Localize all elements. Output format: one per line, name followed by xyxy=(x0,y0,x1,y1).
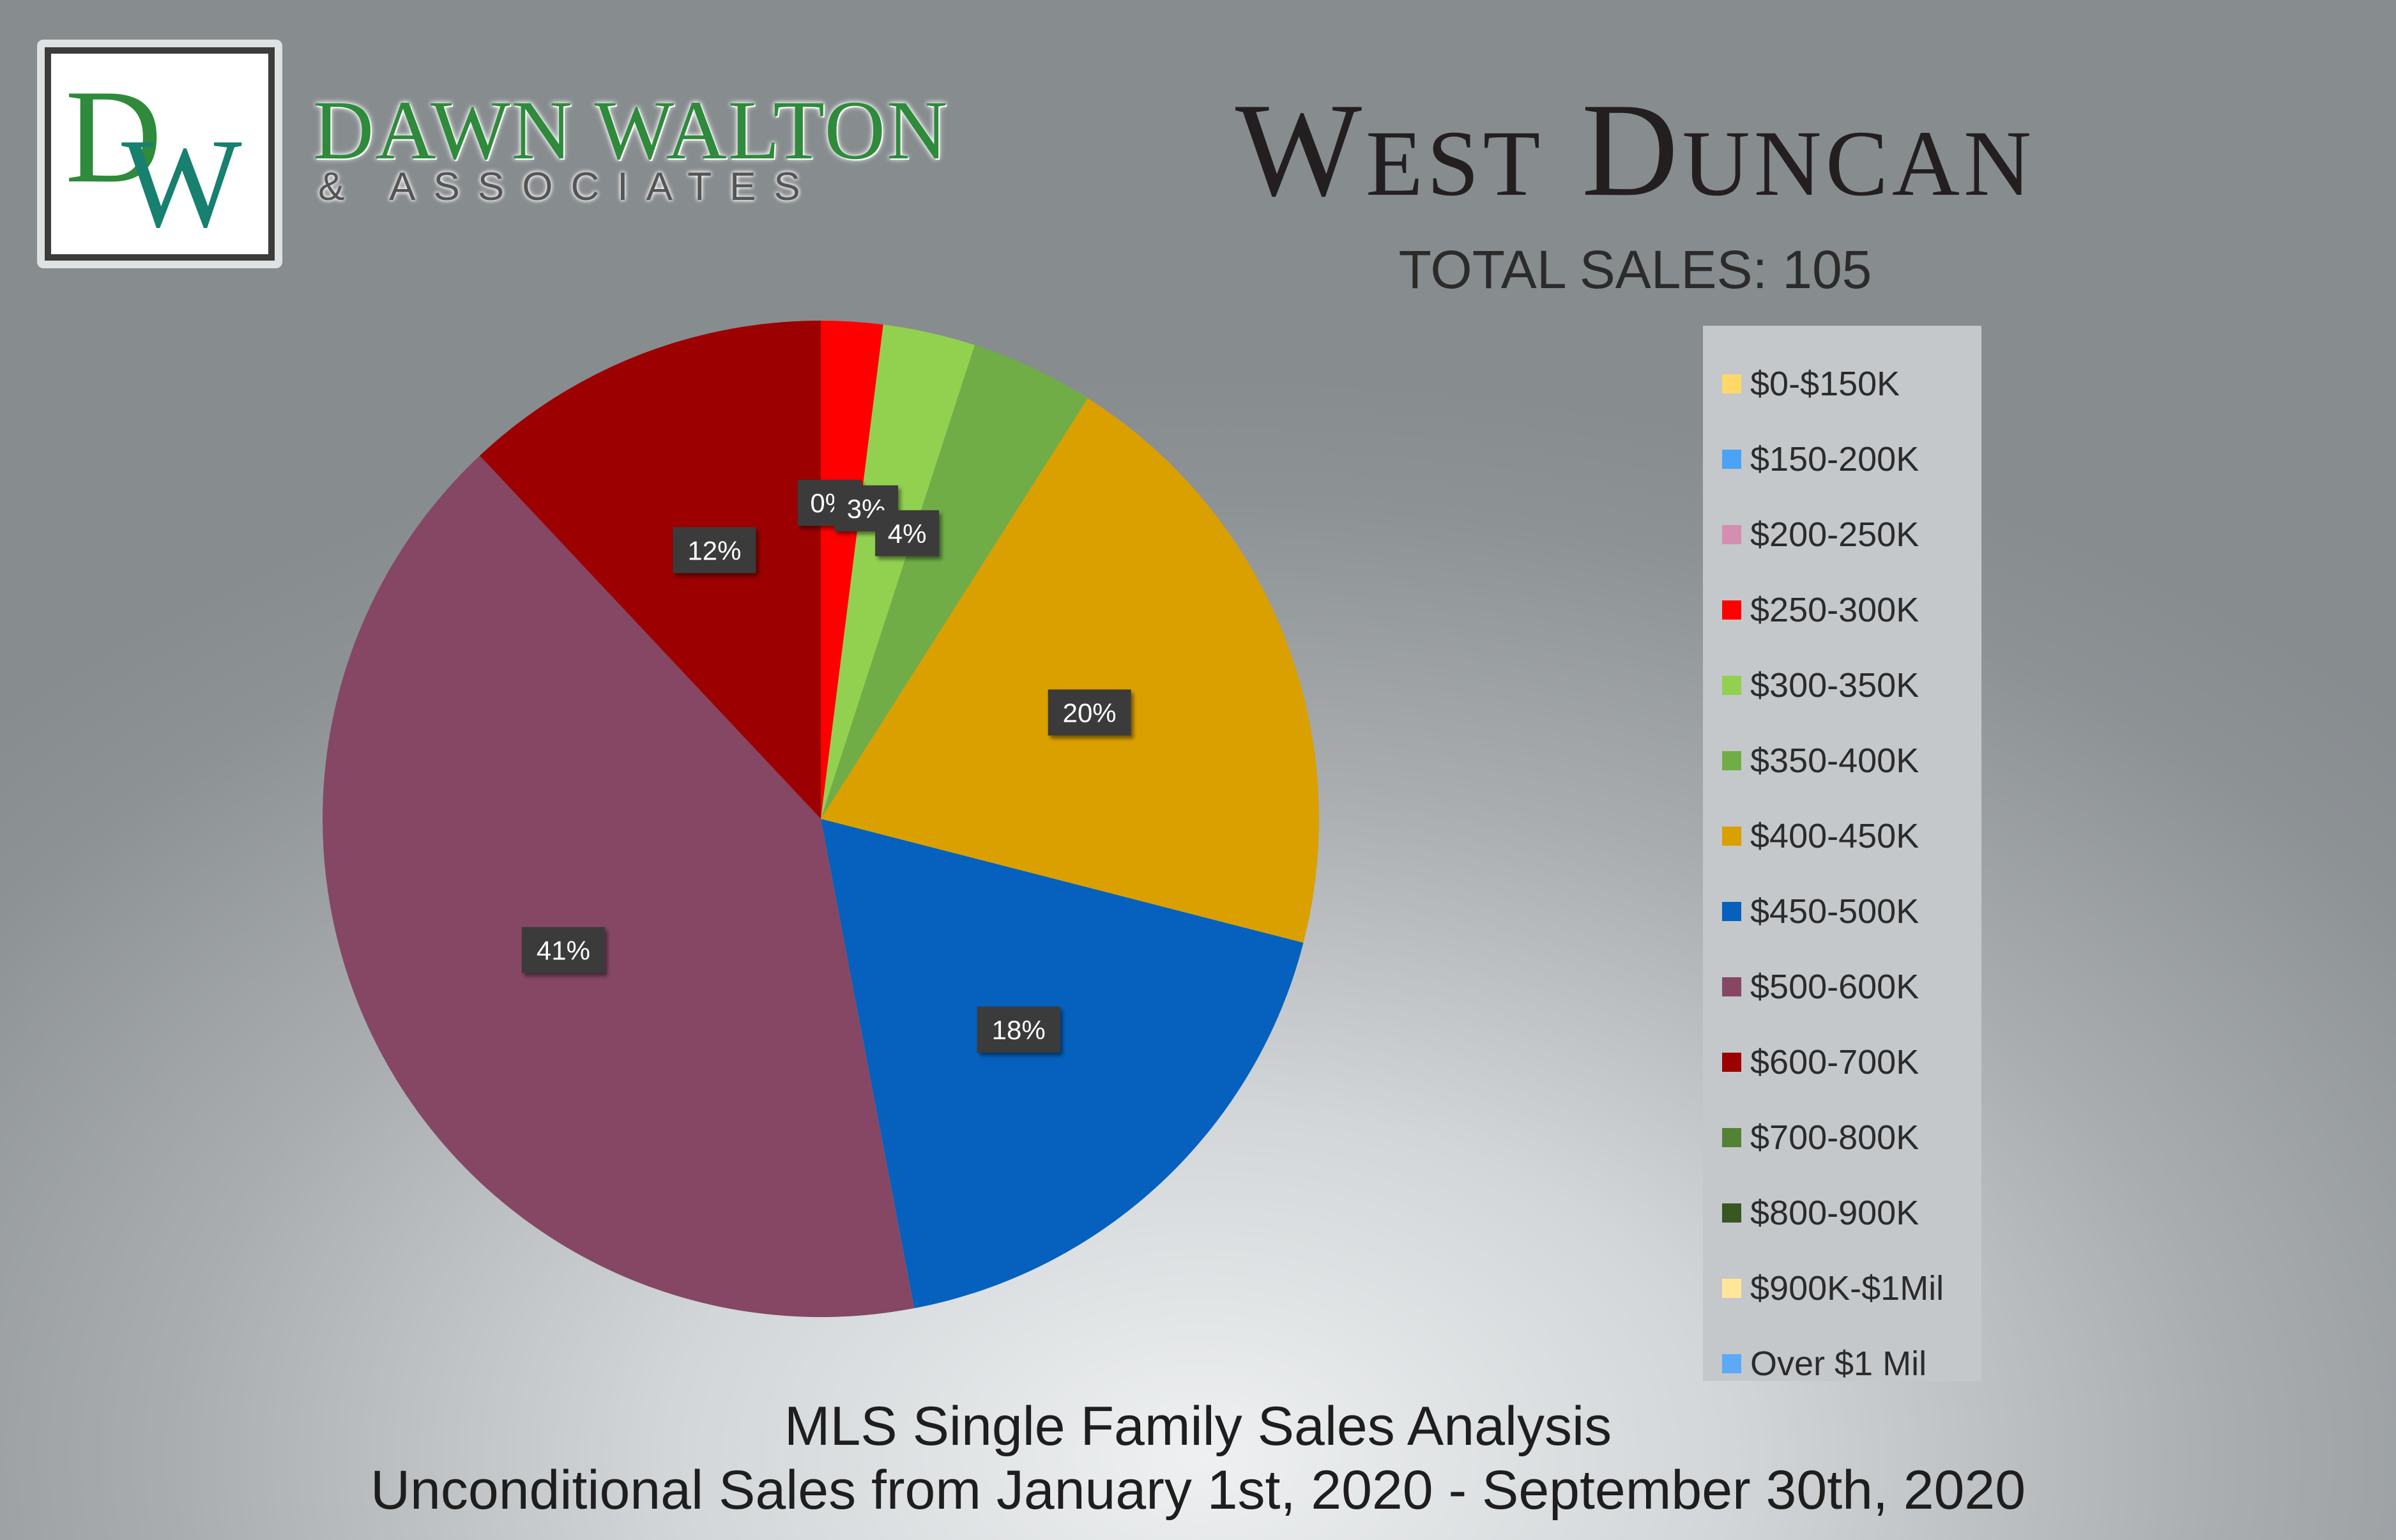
legend-item: $600-700K xyxy=(1703,1025,1981,1100)
pie-slice-350-400k xyxy=(821,345,1088,819)
legend-label: $300-350K xyxy=(1750,666,1919,705)
legend-item: Over $1 Mil xyxy=(1703,1326,1981,1401)
legend-swatch xyxy=(1722,374,1741,393)
legend-swatch xyxy=(1722,676,1741,695)
pie-slice-250-300k xyxy=(821,321,883,819)
legend-swatch xyxy=(1722,1053,1741,1072)
footer-title: MLS Single Family Sales Analysis xyxy=(784,1396,1612,1457)
legend-label: $200-250K xyxy=(1750,515,1919,554)
legend-label: $450-500K xyxy=(1750,892,1919,931)
legend-item: $150-200K xyxy=(1703,422,1981,497)
data-label: 12% xyxy=(673,527,756,574)
footer-date-range: Unconditional Sales from January 1st, 20… xyxy=(370,1460,2026,1521)
logo-monogram: D W xyxy=(45,47,275,261)
pie-chart: 0%3%4%20%18%41%12% xyxy=(322,321,1319,1317)
data-label-text: 18% xyxy=(992,1015,1046,1045)
page-title: West Duncan xyxy=(1235,76,2036,224)
data-label-text: 41% xyxy=(537,935,590,965)
pie-slice-300-350k xyxy=(821,324,975,820)
brand-name: DAWN WALTON xyxy=(313,83,949,177)
legend-item: $300-350K xyxy=(1703,648,1981,723)
legend-item: $0-$150K xyxy=(1703,346,1981,422)
legend-swatch xyxy=(1722,827,1741,846)
legend-label: $800-900K xyxy=(1750,1194,1919,1232)
data-label: 20% xyxy=(1048,689,1131,736)
legend-item: $500-600K xyxy=(1703,949,1981,1025)
svg-text:D: D xyxy=(65,63,162,211)
legend-item: $900K-$1Mil xyxy=(1703,1251,1981,1326)
legend-label: $400-450K xyxy=(1750,817,1919,855)
logo-frame: D W xyxy=(37,40,282,268)
pie-slice-600-700k xyxy=(480,321,821,819)
legend-item: $200-250K xyxy=(1703,497,1981,572)
legend-label: Over $1 Mil xyxy=(1750,1345,1927,1383)
pie-slice-400-450k xyxy=(821,398,1319,943)
legend-item: $350-400K xyxy=(1703,723,1981,798)
dw-monogram-icon: D W xyxy=(65,63,242,254)
data-label-text: 4% xyxy=(888,519,927,549)
data-label-text: 12% xyxy=(687,535,741,565)
legend-swatch xyxy=(1722,1279,1741,1298)
brand-subtitle: & ASSOCIATES xyxy=(318,165,818,209)
legend-swatch xyxy=(1722,1128,1741,1147)
legend-label: $350-400K xyxy=(1750,742,1919,780)
data-label-text: 20% xyxy=(1063,698,1117,728)
legend-label: $500-600K xyxy=(1750,968,1919,1006)
legend-swatch xyxy=(1722,1354,1741,1373)
pie-slice-450-500k xyxy=(821,819,1304,1309)
legend-swatch xyxy=(1722,751,1741,770)
legend-item: $800-900K xyxy=(1703,1175,1981,1251)
data-label: 18% xyxy=(977,1006,1060,1053)
legend-label: $600-700K xyxy=(1750,1043,1919,1081)
legend-label: $0-$150K xyxy=(1750,365,1900,403)
legend-label: $900K-$1Mil xyxy=(1750,1269,1944,1307)
data-label: 41% xyxy=(521,927,605,973)
chart-legend: $0-$150K $150-200K $200-250K $250-300K $300-… xyxy=(1703,326,1981,1381)
legend-swatch xyxy=(1722,1203,1741,1223)
legend-label: $250-300K xyxy=(1750,591,1919,629)
legend-item: $450-500K xyxy=(1703,874,1981,949)
legend-item: $400-450K xyxy=(1703,798,1981,874)
legend-swatch xyxy=(1722,450,1741,469)
total-sales: TOTAL SALES: 105 xyxy=(1398,240,1872,300)
svg-text:W: W xyxy=(121,113,242,254)
legend-item: $700-800K xyxy=(1703,1100,1981,1175)
legend-label: $700-800K xyxy=(1750,1118,1919,1157)
legend-label: $150-200K xyxy=(1750,440,1919,478)
pie-slice-500-600k xyxy=(322,455,915,1317)
legend-swatch xyxy=(1722,902,1741,921)
legend-swatch xyxy=(1722,977,1741,996)
data-label: 4% xyxy=(875,510,940,556)
legend-item: $250-300K xyxy=(1703,572,1981,648)
legend-swatch xyxy=(1722,600,1741,620)
legend-swatch xyxy=(1722,525,1741,544)
